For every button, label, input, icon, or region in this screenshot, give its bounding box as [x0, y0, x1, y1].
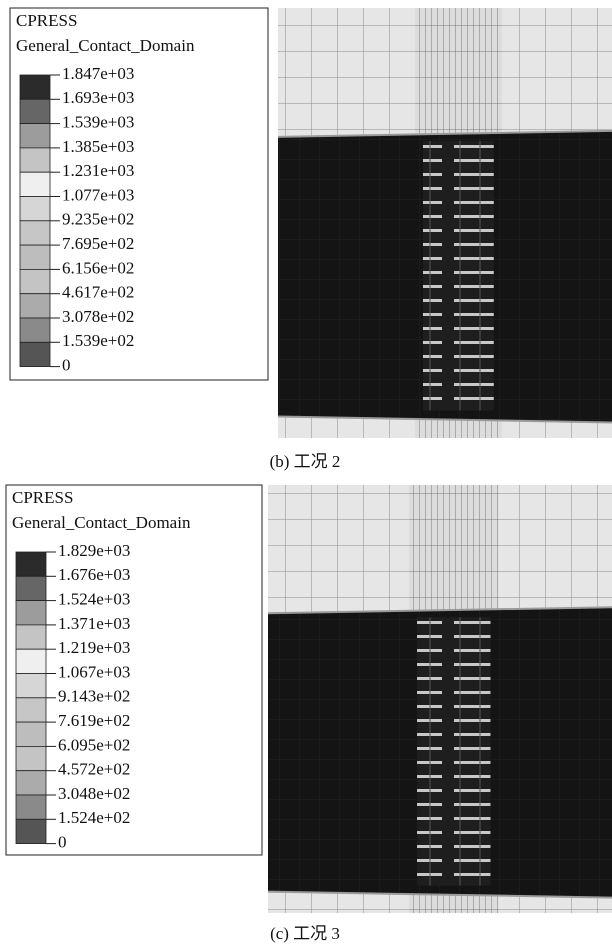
legend-label: 4.617e+02: [62, 283, 134, 302]
legend-subtitle: General_Contact_Domain: [12, 513, 191, 532]
legend-swatch: [19, 98, 51, 125]
legend-label: 1.829e+03: [58, 541, 130, 560]
legend-swatch: [15, 624, 47, 650]
legend-box: [9, 7, 269, 381]
legend-swatch: [15, 818, 47, 844]
legend-label: 4.572e+02: [58, 760, 130, 779]
legend-label: 1.524e+02: [58, 808, 130, 827]
legend-swatch: [19, 244, 51, 270]
legend-swatch: [19, 147, 51, 173]
legend-label: 1.847e+03: [62, 64, 134, 83]
legend-swatch: [15, 575, 47, 601]
legend-swatch: [19, 171, 51, 197]
contour-plot: [268, 485, 612, 913]
legend-swatch: [15, 673, 47, 699]
legend-swatch: [15, 794, 47, 820]
legend-label: 1.539e+03: [62, 113, 134, 132]
legend-label: 1.067e+03: [58, 662, 130, 681]
legend-label: 1.385e+03: [62, 137, 134, 156]
legend-label: 7.619e+02: [58, 711, 130, 730]
legend-swatch: [15, 770, 47, 796]
legend-label: 1.539e+02: [62, 331, 134, 350]
legend-swatch: [15, 551, 47, 577]
legend-title: CPRESS: [16, 11, 77, 30]
legend-title: CPRESS: [12, 488, 73, 507]
legend-swatch: [19, 268, 51, 295]
band-edge: [268, 890, 612, 899]
legend-label: 1.231e+03: [62, 161, 134, 180]
legend-swatch: [19, 196, 51, 222]
legend-label: 9.143e+02: [58, 687, 130, 706]
legend-swatch: [19, 341, 51, 367]
legend-swatch: [15, 721, 47, 747]
legend-swatch: [19, 123, 51, 149]
legend-swatch: [15, 697, 47, 723]
band-edge: [268, 606, 612, 615]
contour-plot: [278, 8, 612, 438]
legend-subtitle: General_Contact_Domain: [16, 36, 195, 55]
legend-label: 0: [62, 356, 71, 375]
legend-swatch: [19, 74, 51, 100]
legend-swatch: [19, 317, 51, 343]
legend-label: 6.095e+02: [58, 735, 130, 754]
legend-label: 1.693e+03: [62, 88, 134, 107]
legend-label: 3.048e+02: [58, 784, 130, 803]
legend-label: 1.676e+03: [58, 565, 130, 584]
legend-label: 1.219e+03: [58, 638, 130, 657]
legend-label: 7.695e+02: [62, 234, 134, 253]
legend-swatch: [19, 293, 51, 319]
legend-swatch: [19, 220, 51, 246]
legend-label: 0: [58, 833, 67, 852]
legend-label: 1.524e+03: [58, 590, 130, 609]
legend-swatch: [15, 600, 47, 626]
legend-box: [5, 484, 263, 856]
band-edge: [278, 129, 612, 138]
legend-swatch: [15, 648, 47, 674]
legend-swatch: [15, 746, 47, 772]
legend-label: 1.371e+03: [58, 614, 130, 633]
thread-zone: [417, 617, 491, 886]
legend-label: 3.078e+02: [62, 307, 134, 326]
caption: (c) 工况 3: [270, 924, 340, 943]
legend-label: 9.235e+02: [62, 210, 134, 229]
thread-zone: [422, 140, 494, 411]
caption: (b) 工况 2: [270, 452, 341, 471]
legend-label: 6.156e+02: [62, 258, 134, 277]
band-edge: [278, 415, 612, 424]
legend-label: 1.077e+03: [62, 185, 134, 204]
